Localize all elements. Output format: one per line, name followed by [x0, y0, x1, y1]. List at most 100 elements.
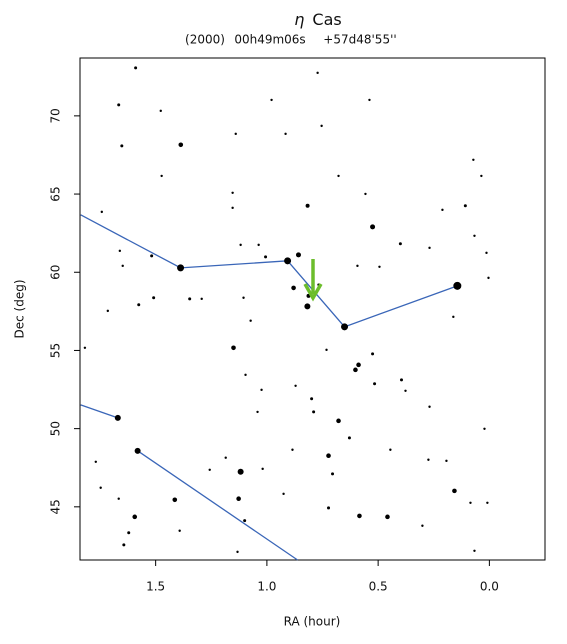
- star: [428, 405, 431, 408]
- x-tick-label: 1.5: [146, 580, 165, 594]
- star: [260, 388, 263, 392]
- star: [100, 210, 104, 214]
- star: [427, 458, 430, 461]
- star: [256, 410, 259, 414]
- star: [294, 384, 297, 387]
- star: [264, 255, 268, 259]
- star: [114, 414, 121, 421]
- star: [371, 352, 375, 356]
- star: [389, 448, 392, 451]
- star: [320, 124, 323, 128]
- star: [441, 208, 444, 212]
- star: [118, 249, 122, 253]
- star: [483, 427, 486, 430]
- star: [326, 453, 331, 458]
- x-tick-label: 1.0: [257, 580, 276, 594]
- y-tick-label: 45: [49, 499, 63, 514]
- star: [178, 529, 181, 532]
- star: [399, 378, 403, 382]
- star: [480, 174, 483, 178]
- star: [404, 389, 407, 392]
- star: [356, 264, 359, 268]
- star: [120, 144, 124, 148]
- star: [127, 531, 131, 535]
- y-tick-label: 55: [49, 343, 63, 358]
- star: [353, 367, 358, 373]
- star: [224, 456, 227, 459]
- star: [291, 448, 294, 451]
- star: [341, 323, 349, 331]
- star: [134, 66, 138, 70]
- star: [452, 488, 457, 494]
- star: [160, 174, 163, 178]
- star: [327, 506, 331, 510]
- star: [310, 397, 314, 401]
- star: [117, 103, 121, 107]
- star: [172, 497, 178, 503]
- star: [486, 501, 489, 504]
- star: [385, 514, 390, 520]
- star: [316, 71, 319, 75]
- star: [473, 234, 476, 238]
- star: [132, 514, 138, 520]
- star: [231, 191, 234, 195]
- star: [304, 303, 311, 310]
- chart-title: η Cas: [294, 10, 341, 29]
- star: [357, 513, 362, 519]
- star: [452, 315, 455, 319]
- target-arrow: [303, 259, 323, 302]
- star: [106, 309, 110, 313]
- star: [368, 98, 371, 102]
- star: [284, 257, 292, 265]
- y-tick-label: 50: [49, 421, 63, 436]
- x-axis-label: RA (hour): [284, 615, 341, 629]
- epoch: (2000): [185, 33, 225, 47]
- star: [347, 436, 351, 440]
- star: [237, 468, 244, 475]
- star: [370, 224, 376, 230]
- star: [270, 98, 273, 102]
- star: [331, 472, 335, 476]
- star: [231, 206, 234, 210]
- star: [284, 132, 287, 136]
- star: [421, 524, 424, 527]
- star: [485, 251, 488, 255]
- star: [137, 303, 141, 307]
- dec-label: +57d48'55'': [323, 33, 396, 47]
- star: [356, 362, 361, 368]
- star: [208, 468, 211, 471]
- star: [121, 264, 124, 268]
- star: [236, 496, 241, 501]
- star: [336, 418, 341, 424]
- x-tick-label: 0.0: [480, 580, 499, 594]
- star: [291, 285, 296, 291]
- star: [337, 174, 340, 178]
- star: [469, 501, 472, 504]
- title-name: Cas: [312, 10, 341, 29]
- y-tick-label: 60: [49, 265, 63, 280]
- star: [243, 519, 247, 523]
- star: [231, 345, 236, 351]
- star: [239, 243, 242, 247]
- star: [200, 297, 203, 301]
- star: [257, 243, 260, 247]
- star: [152, 296, 156, 300]
- star: [453, 281, 462, 290]
- star: [487, 276, 490, 280]
- star: [282, 492, 285, 496]
- star: [378, 265, 381, 268]
- star: [364, 192, 367, 196]
- star: [249, 319, 252, 322]
- constellation-line: [80, 404, 119, 419]
- star: [428, 246, 431, 250]
- star: [463, 204, 467, 208]
- arrow-head: [303, 283, 323, 302]
- star: [94, 460, 97, 463]
- star: [122, 543, 126, 547]
- star: [236, 550, 239, 554]
- plot-frame: [79, 57, 546, 561]
- star: [134, 447, 141, 454]
- star: [99, 486, 102, 489]
- plot-area: [80, 66, 490, 561]
